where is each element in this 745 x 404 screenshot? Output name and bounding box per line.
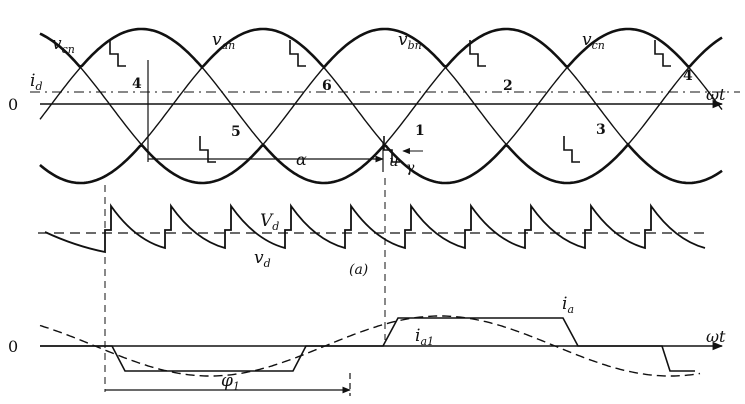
projection-lines xyxy=(104,178,386,392)
label-zero-top: 0 xyxy=(8,95,18,114)
thyristor-label: 1 xyxy=(415,123,425,139)
labels: vcn van vbn vcn id 0 ωt 4 6 5 1 2 3 4 α … xyxy=(8,30,726,393)
firing-angle-construction xyxy=(147,60,423,172)
label-vbn: vbn xyxy=(398,30,422,52)
phase-voltage-waveforms xyxy=(39,27,723,185)
label-phi1: φ1 xyxy=(221,371,240,393)
thyristor-label: 3 xyxy=(596,122,606,138)
negative-output-envelope xyxy=(39,142,723,185)
label-Vd: Vd xyxy=(260,211,279,233)
ia-current-trapezoid xyxy=(40,317,695,372)
vd-waveform xyxy=(44,203,706,254)
label-vcn-right: vcn xyxy=(582,30,605,52)
vcn-waveform xyxy=(39,28,723,184)
label-id: id xyxy=(30,71,42,93)
vbn-waveform xyxy=(39,28,723,184)
dc-output-voltage xyxy=(38,203,710,254)
thyristor-label: 4 xyxy=(132,76,142,92)
label-van: van xyxy=(212,30,235,52)
label-vd: vd xyxy=(254,248,271,270)
label-u: u xyxy=(389,152,399,170)
label-omega-t-top: ωt xyxy=(706,85,726,104)
van-waveform xyxy=(39,28,723,184)
label-gamma: γ xyxy=(406,160,415,176)
label-ia1: ia1 xyxy=(415,326,434,348)
label-zero-bottom: 0 xyxy=(8,337,18,356)
line-current-plot xyxy=(39,315,724,396)
ia1-fundamental xyxy=(39,315,701,377)
thyristor-label: 2 xyxy=(503,78,513,94)
thyristor-label: 6 xyxy=(322,78,332,94)
commutation-notches xyxy=(109,40,671,163)
positive-output-envelope xyxy=(39,27,723,70)
thyristor-label: 4 xyxy=(683,68,693,84)
label-alpha: α xyxy=(296,150,307,169)
label-vcn-left: vcn xyxy=(52,34,75,56)
label-ia: ia xyxy=(562,294,574,316)
caption-a: (a) xyxy=(349,262,368,278)
thyristor-label: 5 xyxy=(231,124,241,140)
label-omega-t-bottom: ωt xyxy=(706,327,726,346)
